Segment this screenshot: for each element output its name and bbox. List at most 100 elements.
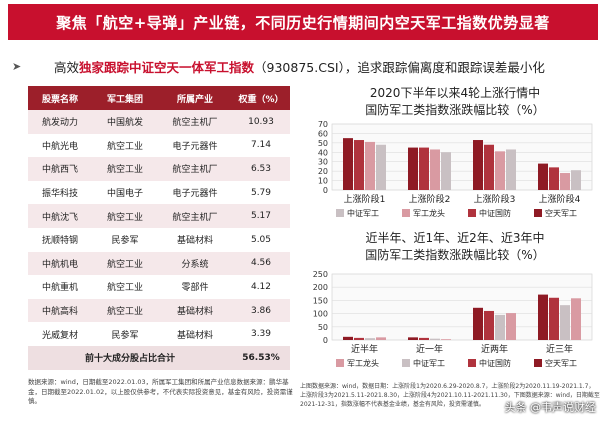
- bar-军工龙头: [376, 337, 386, 340]
- legend-label: 中证军工: [413, 358, 445, 368]
- table-cell: 航空工业: [106, 141, 143, 152]
- table-cell: 电子元器件: [172, 141, 218, 152]
- table-cell: 10.93: [248, 116, 274, 127]
- table-cell: 抚顺特钢: [41, 236, 78, 247]
- header-cell: 所属产业: [176, 94, 213, 105]
- table-cell: 7.14: [250, 140, 272, 151]
- bar-中证国防: [419, 337, 429, 340]
- y-tick-label: 150: [313, 296, 328, 305]
- bar-中证国防: [419, 147, 429, 190]
- table-cell: 4.12: [250, 281, 272, 292]
- bar-空天军工: [408, 147, 418, 190]
- bar-空天军工: [473, 307, 483, 340]
- bar-空天军工: [538, 294, 548, 340]
- table-cell: 航空主机厂: [172, 118, 218, 129]
- table-body: 航发动力 中国航发 航空主机厂 10.93 中航光电 航空工业 电子元器件 7.14 中航西飞航…: [28, 110, 290, 346]
- table-cell: 基础材料: [176, 236, 213, 247]
- chart1-title: 2020下半年以来4轮上涨行情中 国防军工类指数涨跌幅比较（%）: [340, 85, 570, 119]
- watermark: 头条 @韦声说财经: [504, 401, 597, 414]
- chart2-title-line2: 国防军工类指数涨跌幅比较（%）: [365, 248, 545, 262]
- bar-中证军工: [495, 314, 505, 340]
- arrow-icon: ➤: [12, 60, 22, 73]
- table-cell: 6.53: [250, 163, 272, 174]
- table-row: 中航沈飞 航空工业 航空主机厂 5.17: [28, 204, 290, 228]
- table-cell: 分系统: [181, 259, 209, 270]
- table-cell: 航空工业: [106, 259, 143, 270]
- table-row: 抚顺特钢 民参军 基础材料 5.05: [28, 227, 290, 252]
- legend-label: 军工龙头: [413, 208, 445, 218]
- table-cell: 中航沈飞: [41, 212, 78, 223]
- table-cell: 5.05: [250, 234, 272, 245]
- header-cell: 军工集团: [106, 94, 143, 105]
- y-tick-label: 50: [318, 139, 328, 148]
- y-tick-label: 30: [318, 158, 328, 167]
- bar-中证军工: [560, 305, 570, 340]
- legend-swatch: [336, 209, 344, 217]
- legend-swatch: [402, 209, 410, 217]
- table-cell: 中航高科: [41, 307, 78, 318]
- table-cell: 航空主机厂: [172, 165, 218, 176]
- table-cell: 航空工业: [106, 212, 143, 223]
- legend-swatch: [534, 209, 542, 217]
- table-cell: 3.39: [250, 329, 272, 340]
- x-category-label: 上涨阶段1: [344, 193, 386, 205]
- table-cell: 基础材料: [176, 307, 213, 318]
- legend-label: 空天军工: [545, 208, 577, 218]
- table-cell: 航空工业: [106, 165, 143, 176]
- x-category-label: 近两年: [481, 343, 508, 355]
- y-tick-label: 0: [323, 336, 328, 345]
- source-note-right: 上图数据来源：wind，数据日期：上涨阶段1为2020.6.29-2020.8.…: [300, 383, 600, 408]
- source-note-left: 数据来源：wind，日期截至2022.01.03，所属军工集团和所属产业信息数据…: [28, 378, 293, 405]
- banner-title: 聚焦「航空+导弹」产业链，不同历史行情期间内空天军工指数优势显著: [56, 13, 550, 32]
- bar-空天军工: [343, 138, 353, 190]
- title-banner: 聚焦「航空+导弹」产业链，不同历史行情期间内空天军工指数优势显著: [8, 4, 598, 40]
- table-row: 中航高科 航空工业 基础材料 3.86: [28, 298, 290, 323]
- table-cell: 零部件: [181, 283, 209, 294]
- bar-中证军工: [376, 144, 386, 190]
- x-category-label: 近三年: [546, 343, 573, 355]
- x-category-label: 近半年: [351, 343, 378, 355]
- y-tick-label: 250: [313, 270, 328, 279]
- table-cell: 中国航发: [106, 118, 143, 129]
- bar-空天军工: [408, 337, 418, 340]
- x-category-label: 近一年: [416, 343, 443, 355]
- table-cell: 5.79: [250, 187, 272, 198]
- y-tick-label: 60: [318, 129, 328, 138]
- bar-中证国防: [549, 297, 559, 340]
- table-cell: 电子元器件: [172, 189, 218, 200]
- table-cell: 中国电子: [106, 189, 143, 200]
- plot-area: [331, 273, 593, 341]
- total-value: 56.53%: [242, 352, 280, 363]
- y-tick-label: 100: [313, 310, 328, 319]
- table-row: 振华科技 中国电子 电子元器件 5.79: [28, 180, 290, 205]
- y-tick-label: 20: [318, 167, 328, 176]
- y-tick-label: 10: [318, 177, 328, 186]
- bar-中证国防: [354, 337, 364, 340]
- subtitle-prefix: 高效: [54, 60, 80, 75]
- table-row: 中航机电 航空工业 分系统 4.56: [28, 251, 290, 276]
- table-cell: 航空工业: [106, 307, 143, 318]
- bar-中证军工: [365, 338, 375, 340]
- y-tick-label: 50: [318, 323, 328, 332]
- bar-军工龙头: [441, 339, 451, 340]
- chart2-title: 近半年、近1年、近2年、近3年中 国防军工类指数涨跌幅比较（%）: [330, 230, 580, 264]
- table-cell: 中航机电: [41, 259, 78, 270]
- bar-中证国防: [549, 167, 559, 190]
- legend-label: 空天军工: [545, 358, 577, 368]
- subtitle-code: （930875.CSI）: [254, 60, 345, 75]
- bar-空天军工: [343, 336, 353, 340]
- chart1-title-line2: 国防军工类指数涨跌幅比较（%）: [365, 103, 545, 117]
- bar-空天军工: [473, 140, 483, 190]
- y-tick-label: 70: [318, 120, 328, 129]
- table-cell: 5.17: [250, 211, 272, 222]
- bar-中证国防: [484, 144, 494, 190]
- header-cell: 权重（%）: [238, 94, 284, 105]
- legend-label: 中证军工: [347, 208, 379, 218]
- x-category-label: 上涨阶段4: [539, 193, 581, 205]
- table-cell: 航发动力: [41, 118, 78, 129]
- table-cell: 中航西飞: [41, 165, 78, 176]
- table-row: 光威复材 民参军 基础材料 3.39: [28, 322, 290, 346]
- table-cell: 民参军: [111, 330, 139, 341]
- bar-军工龙头: [430, 149, 440, 190]
